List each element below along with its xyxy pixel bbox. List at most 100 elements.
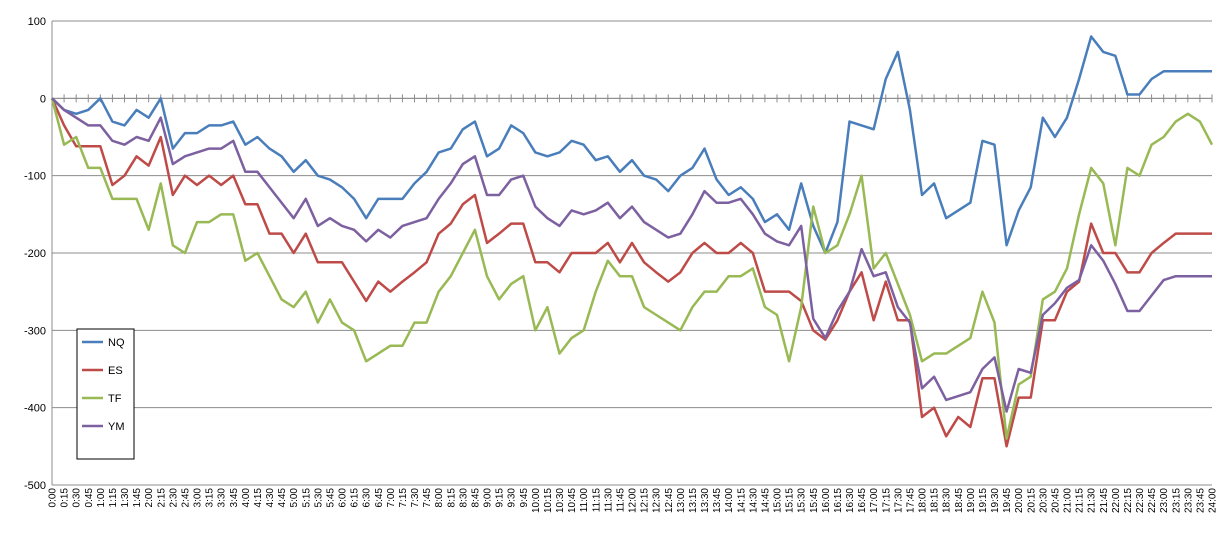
x-tick-label: 16:30 bbox=[845, 488, 856, 513]
series-lines bbox=[50, 35, 1214, 448]
x-tick-label: 8:30 bbox=[458, 488, 469, 508]
x-tick-label: 3:15 bbox=[205, 488, 216, 508]
x-tick-label: 9:45 bbox=[519, 488, 530, 508]
x-tick-label: 22:30 bbox=[1135, 488, 1146, 513]
x-tick-label: 6:00 bbox=[338, 488, 349, 508]
x-tick-label: 6:30 bbox=[362, 488, 373, 508]
x-tick-label: 23:45 bbox=[1195, 488, 1206, 513]
legend-label: TF bbox=[108, 393, 122, 405]
x-tick-label: 8:15 bbox=[446, 488, 457, 508]
x-tick-label: 20:00 bbox=[1014, 488, 1025, 513]
y-tick-label: 100 bbox=[28, 16, 46, 28]
x-tick-label: 22:00 bbox=[1111, 488, 1122, 513]
x-tick-label: 19:15 bbox=[978, 488, 989, 513]
grid-lines bbox=[52, 20, 1212, 486]
x-tick-label: 20:15 bbox=[1026, 488, 1037, 513]
x-tick-label: 7:30 bbox=[410, 488, 421, 508]
x-tick-label: 1:00 bbox=[96, 488, 107, 508]
x-tick-label: 23:15 bbox=[1171, 488, 1182, 513]
x-tick-label: 3:30 bbox=[217, 488, 228, 508]
x-tick-label: 15:00 bbox=[773, 488, 784, 513]
x-tick-label: 7:00 bbox=[386, 488, 397, 508]
x-tick-label: 17:00 bbox=[869, 488, 880, 513]
x-tick-label: 5:15 bbox=[301, 488, 312, 508]
x-tick-label: 14:15 bbox=[736, 488, 747, 513]
x-tick-label: 4:30 bbox=[265, 488, 276, 508]
x-tick-label: 12:15 bbox=[640, 488, 651, 513]
y-tick-label: -100 bbox=[24, 171, 46, 183]
x-tick-label: 21:30 bbox=[1087, 488, 1098, 513]
x-tick-label: 20:45 bbox=[1050, 488, 1061, 513]
x-tick-label: 0:30 bbox=[72, 488, 83, 508]
x-tick-label: 18:45 bbox=[954, 488, 965, 513]
x-tick-label: 23:30 bbox=[1183, 488, 1194, 513]
x-tick-label: 15:45 bbox=[809, 488, 820, 513]
x-tick-label: 14:00 bbox=[724, 488, 735, 513]
x-tick-label: 22:45 bbox=[1147, 488, 1158, 513]
x-tick-label: 1:15 bbox=[108, 488, 119, 508]
x-tick-label: 8:45 bbox=[470, 488, 481, 508]
x-tick-label: 7:15 bbox=[398, 488, 409, 508]
y-tick-label: -400 bbox=[24, 403, 46, 415]
x-tick-label: 1:45 bbox=[132, 488, 143, 508]
x-axis: 0:00 0:15 0:30 0:45 1:00 1:15 1:30 1:45 2:00 2:15… bbox=[48, 94, 1219, 513]
x-tick-label: 24:00 bbox=[1208, 488, 1219, 513]
x-tick-label: 9:00 bbox=[483, 488, 494, 508]
x-tick-label: 18:00 bbox=[918, 488, 929, 513]
x-tick-label: 21:45 bbox=[1099, 488, 1110, 513]
x-tick-label: 11:45 bbox=[615, 488, 626, 513]
x-tick-label: 2:00 bbox=[144, 488, 155, 508]
x-tick-label: 4:45 bbox=[277, 488, 288, 508]
x-tick-label: 5:00 bbox=[289, 488, 300, 508]
legend: NQ ES TF YM bbox=[76, 328, 135, 460]
x-tick-label: 17:15 bbox=[881, 488, 892, 513]
y-tick-label: -200 bbox=[24, 248, 46, 260]
x-tick-label: 15:30 bbox=[797, 488, 808, 513]
y-tick-label: 0 bbox=[40, 93, 46, 105]
x-tick-label: 19:45 bbox=[1002, 488, 1013, 513]
x-tick-label: 2:15 bbox=[156, 488, 167, 508]
x-tick-label: 17:30 bbox=[893, 488, 904, 513]
x-tick-label: 9:15 bbox=[495, 488, 506, 508]
x-tick-label: 9:30 bbox=[507, 488, 518, 508]
x-tick-label: 5:30 bbox=[313, 488, 324, 508]
x-tick-label: 13:15 bbox=[688, 488, 699, 513]
x-tick-label: 4:15 bbox=[253, 488, 264, 508]
x-tick-label: 12:30 bbox=[652, 488, 663, 513]
x-tick-label: 12:45 bbox=[664, 488, 675, 513]
series-line-nq bbox=[51, 35, 1212, 255]
x-tick-label: 14:30 bbox=[748, 488, 759, 513]
x-tick-label: 11:30 bbox=[603, 488, 614, 513]
x-tick-label: 0:15 bbox=[60, 488, 71, 508]
series-line-ym bbox=[51, 97, 1212, 413]
x-tick-label: 14:45 bbox=[760, 488, 771, 513]
x-tick-label: 10:00 bbox=[531, 488, 542, 513]
x-tick-label: 10:45 bbox=[567, 488, 578, 513]
x-tick-label: 6:15 bbox=[350, 488, 361, 508]
x-tick-label: 18:30 bbox=[942, 488, 953, 513]
series-line-es bbox=[50, 97, 1212, 448]
x-tick-label: 19:00 bbox=[966, 488, 977, 513]
legend-label: NQ bbox=[108, 337, 125, 349]
legend-box bbox=[76, 328, 135, 460]
y-tick-label: -300 bbox=[24, 325, 46, 337]
x-tick-label: 11:00 bbox=[579, 488, 590, 513]
x-tick-label: 8:00 bbox=[434, 488, 445, 508]
x-tick-label: 10:15 bbox=[543, 488, 554, 513]
x-tick-label: 12:00 bbox=[628, 488, 639, 513]
x-tick-label: 2:45 bbox=[180, 488, 191, 508]
x-tick-label: 21:00 bbox=[1063, 488, 1074, 513]
x-tick-label: 15:15 bbox=[785, 488, 796, 513]
y-axis: 100 0 -100 -200 -300 -400 -500 bbox=[24, 16, 53, 492]
x-tick-label: 19:30 bbox=[990, 488, 1001, 513]
x-tick-label: 0:45 bbox=[84, 488, 95, 508]
x-tick-label: 13:45 bbox=[712, 488, 723, 513]
series-line-tf bbox=[50, 98, 1214, 440]
x-tick-label: 23:00 bbox=[1159, 488, 1170, 513]
x-tick-label: 20:30 bbox=[1038, 488, 1049, 513]
x-tick-label: 3:00 bbox=[193, 488, 204, 508]
legend-label: YM bbox=[108, 421, 125, 433]
x-tick-label: 16:45 bbox=[857, 488, 868, 513]
x-tick-label: 10:30 bbox=[555, 488, 566, 513]
